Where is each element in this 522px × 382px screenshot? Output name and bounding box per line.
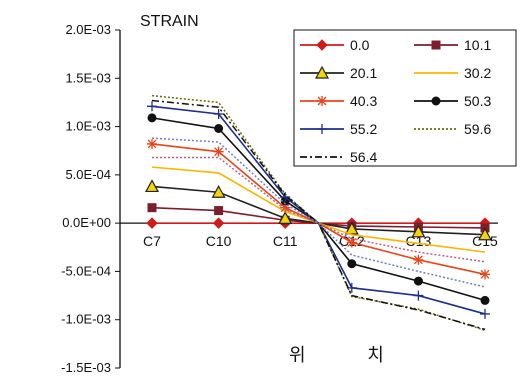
legend-label: 56.4 [350,149,377,165]
series-unlabeled-10 [151,137,486,288]
legend-label: 55.2 [350,121,377,137]
series-10-1 [147,203,490,233]
legend-label: 40.3 [350,93,377,109]
legend-label: 30.2 [464,65,491,81]
data-point-marker [146,217,158,229]
x-tick-label: C11 [273,233,298,249]
data-point-marker [413,254,424,265]
series-line [151,206,486,229]
legend-label: 10.1 [464,37,491,53]
x-axis-label: 위 치 [289,345,412,366]
x-tick-label: C10 [206,233,232,249]
axes: 2.0E-03 1.5E-03 1.0E-03 5.0E-04 0.0E+00 -5.0E… [61,22,498,375]
legend: 0.0 10.1 20.1 30.2 40.3 50.3 55.2 59.6 56.4 [293,29,517,167]
chart-title: STRAIN [140,13,199,30]
data-point-marker [213,146,224,157]
data-point-marker [212,217,225,229]
series-layer [144,94,493,332]
series-line [151,137,486,288]
data-point-marker [214,206,224,216]
legend-entry: 59.6 [414,121,491,137]
data-point-marker [211,184,226,198]
y-tick-label: 1.0E-03 [65,119,111,134]
y-tick-label: 5.0E-04 [65,167,111,182]
data-point-marker [147,138,157,149]
data-point-marker [147,113,157,123]
data-point-marker [346,237,357,248]
legend-entry: 55.2 [300,121,377,137]
legend-entry: 20.1 [300,65,377,81]
data-point-marker [480,295,490,305]
data-point-marker [431,96,441,106]
data-point-marker [147,203,157,213]
data-point-marker [480,308,490,319]
data-point-marker [144,179,160,193]
y-tick-label: 0.0E+00 [62,215,111,230]
legend-label: 20.1 [350,65,377,81]
legend-entry: 50.3 [414,93,491,109]
data-point-marker [413,276,423,286]
data-point-marker [317,124,327,134]
data-point-marker [278,211,293,224]
data-point-marker [214,124,224,134]
y-tick-label: -1.5E-03 [61,360,111,375]
legend-label: 0.0 [350,37,370,53]
legend-box [293,29,517,167]
legend-entry: 40.3 [300,93,377,109]
y-tick-label: -1.0E-03 [61,312,111,327]
data-point-marker [317,96,327,106]
data-point-marker [347,259,357,269]
legend-entry: 30.2 [414,65,491,81]
legend-entry: 0.0 [300,37,370,53]
x-tick-label: C15 [472,233,498,249]
data-point-marker [346,282,357,293]
data-point-marker [477,227,493,241]
data-point-marker [147,101,157,112]
y-tick-label: 2.0E-03 [65,22,111,37]
x-tick-label: C7 [143,233,161,249]
data-point-marker [280,202,291,213]
y-tick-label: -5.0E-04 [61,263,111,278]
data-point-marker [213,109,224,120]
data-point-marker [413,290,424,301]
legend-entry: 10.1 [414,37,491,53]
data-point-marker [411,224,426,238]
data-point-marker [314,65,330,79]
data-point-marker [316,39,328,51]
y-tick-label: 1.5E-03 [65,70,111,85]
data-point-marker [431,40,441,50]
legend-label: 59.6 [464,121,491,137]
legend-entry: 56.4 [300,149,377,165]
legend-label: 50.3 [464,93,491,109]
data-point-marker [480,269,490,280]
